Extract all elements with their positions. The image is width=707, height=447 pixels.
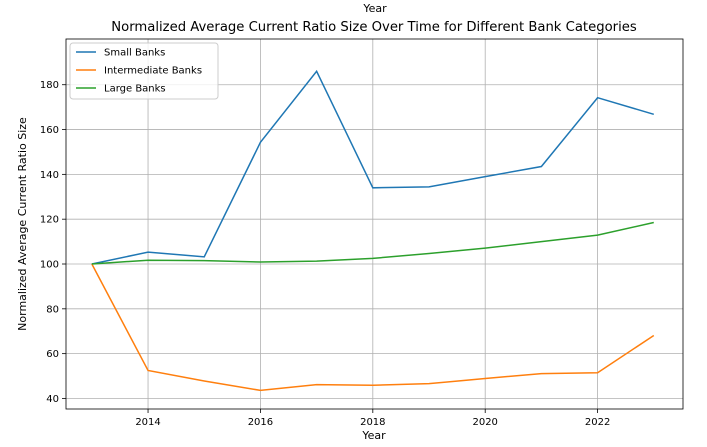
legend-label-large-banks: Large Banks [104, 84, 166, 95]
legend-box [69, 42, 219, 100]
x-tick-label: 2022 [585, 417, 610, 428]
chart-title: Normalized Average Current Ratio Size Ov… [111, 20, 637, 35]
x-axis-label: Year [361, 429, 386, 442]
y-tick-label: 140 [40, 170, 59, 181]
y-tick-label: 160 [40, 125, 59, 136]
y-tick-label: 180 [40, 80, 59, 91]
y-tick-label: 40 [46, 394, 59, 405]
y-tick-label: 100 [40, 260, 59, 271]
y-axis-ticks: 40 60 80 100 120 140 160 180 [40, 80, 66, 405]
x-tick-label: 2016 [248, 417, 273, 428]
y-axis-label: Normalized Average Current Ratio Size [16, 117, 29, 331]
legend-label-small-banks: Small Banks [104, 48, 165, 59]
x-tick-label: 2018 [360, 417, 385, 428]
legend: Small Banks Intermediate Banks Large Banks [69, 42, 219, 100]
y-tick-label: 60 [46, 349, 59, 360]
grid [66, 39, 683, 409]
x-tick-label: 2014 [135, 417, 160, 428]
legend-label-intermediate-banks: Intermediate Banks [104, 66, 202, 77]
x-axis-ticks: 2014 2016 2018 2020 2022 [135, 409, 610, 428]
y-tick-label: 120 [40, 215, 59, 226]
plot-frame [65, 38, 684, 410]
top-label: Year [362, 2, 387, 15]
series-lines [91, 69, 655, 392]
x-tick-label: 2020 [472, 417, 497, 428]
y-tick-label: 80 [46, 304, 59, 315]
